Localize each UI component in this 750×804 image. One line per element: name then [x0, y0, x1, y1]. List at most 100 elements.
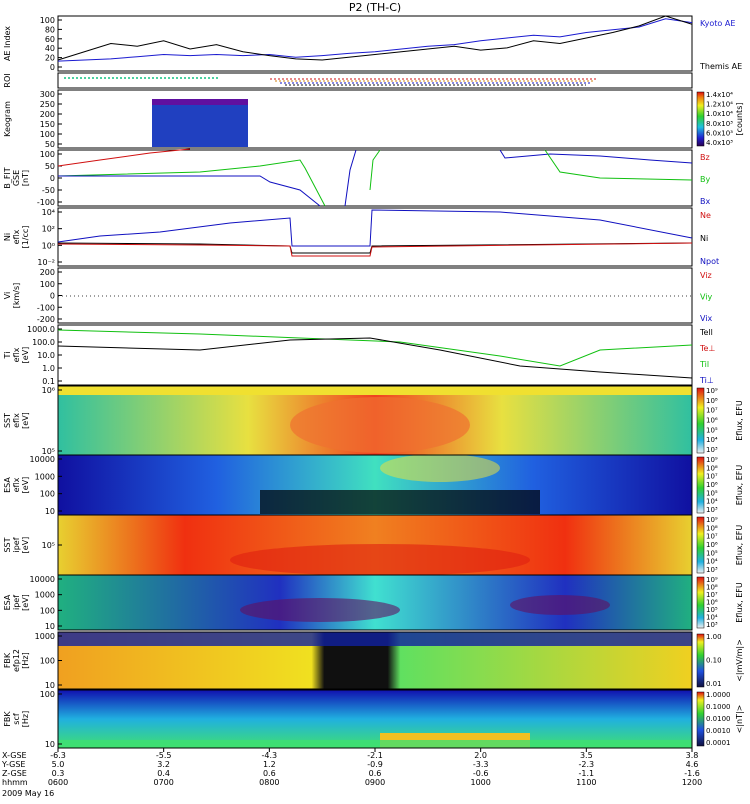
- y-axis-label: ESA: [3, 594, 12, 610]
- colorbar-tick-label: 8.0x10³: [706, 120, 733, 128]
- esa-ion-peak: [240, 598, 400, 622]
- y-tick-label: 1.0: [42, 364, 55, 373]
- fbk-b-spectrogram: [58, 690, 692, 748]
- colorbar-tick-label: 10⁸: [706, 397, 718, 405]
- legend-entry: Ti⊥: [699, 376, 714, 385]
- legend-entry: Bz: [700, 153, 710, 162]
- y-tick-label: 10⁰: [42, 241, 55, 250]
- y-tick-label: 1000.0: [27, 325, 55, 334]
- x-tick-label: -4.3: [262, 751, 278, 760]
- x-tick-label: -6.3: [50, 751, 66, 760]
- x-tick-label: 0700: [153, 778, 173, 787]
- x-tick-label: -0.9: [367, 760, 383, 769]
- bz-trace: [57, 148, 191, 167]
- x-axis-row-label: Y-GSE: [1, 760, 25, 769]
- keogram-top-band: [152, 99, 248, 105]
- y-tick-label: 10⁴: [42, 208, 55, 217]
- y-tick-label: 50: [45, 162, 55, 171]
- panel-esa_i: ESA ipef [eV] 10 100 1000 10000 10⁹10⁸10⁷10⁶10⁵…: [3, 574, 744, 631]
- colorbar: [696, 516, 705, 574]
- x-tick-label: 1.2: [263, 760, 276, 769]
- y-tick-label: 10: [45, 507, 55, 516]
- y-axis-label: FBK: [3, 652, 12, 668]
- colorbar-label: Eflux, EFU: [735, 465, 744, 506]
- y-axis-label: ROI: [3, 73, 12, 87]
- colorbar-tick-label: 0.0010: [706, 727, 731, 735]
- colorbar-tick-label: 10⁴: [706, 436, 718, 444]
- y-axis-label: eflx: [12, 413, 21, 428]
- colorbar-tick-label: 10⁸: [706, 524, 718, 532]
- panel-sst_i: SST ipef [eV] 10⁵10⁹10⁸10⁷10⁶10⁵10⁴10³Eflux…: [3, 514, 744, 576]
- x-tick-label: 1200: [682, 778, 702, 787]
- colorbar-tick-label: 10⁵: [706, 606, 718, 614]
- y-axis-label: [Hz]: [21, 711, 30, 727]
- x-tick-label: -1.1: [579, 769, 595, 778]
- x-tick-label: -1.6: [684, 769, 700, 778]
- x-tick-label: -0.6: [473, 769, 489, 778]
- panel-bfield: B_FIT GSE [nT] -100 -50 0 50 100 Bz By Bx: [3, 149, 710, 207]
- colorbar-label: <|nT|>: [735, 705, 744, 734]
- y-tick-label: 1000: [35, 591, 55, 600]
- by-trace: [57, 159, 326, 207]
- panel-velocity: Vi [km/s] -200 -100 0 100 200 Viz Viy Vix: [3, 267, 713, 324]
- plot-title: P2 (TH-C): [349, 1, 401, 14]
- x-axis-row-label: hhmm: [2, 778, 28, 787]
- y-axis-label: SST: [3, 537, 12, 552]
- y-tick-label: 100: [40, 280, 55, 289]
- colorbar: [696, 456, 705, 514]
- y-axis-label: eflx: [12, 229, 21, 244]
- colorbar-tick-label: 10³: [706, 446, 718, 454]
- panel-frame: [57, 207, 693, 267]
- y-tick-label: 0.1: [42, 377, 55, 386]
- colorbar-tick-label: 10⁶: [706, 599, 718, 607]
- fbk-b-bottom-band: [58, 740, 692, 748]
- y-axis-label: FBK: [3, 711, 12, 727]
- x-tick-label: 0.6: [369, 769, 382, 778]
- sst-electron-top-band: [58, 386, 692, 395]
- colorbar: [696, 576, 705, 629]
- y-axis-label: Ti: [3, 352, 12, 360]
- y-axis-label: efp12: [12, 649, 21, 672]
- x-axis-row-label: X-GSE: [2, 751, 27, 760]
- y-tick-label: 100: [40, 490, 55, 499]
- x-tick-label: 0.3: [52, 769, 65, 778]
- colorbar-tick-label: 1.0000: [706, 691, 731, 699]
- y-tick-label: 100: [40, 606, 55, 615]
- roi-bars: [64, 77, 598, 86]
- colorbar-tick-label: 10⁴: [706, 558, 718, 566]
- y-tick-label: 100: [40, 690, 55, 699]
- colorbar-tick-label: 10⁸: [706, 464, 718, 472]
- y-axis-label: [Hz]: [21, 652, 30, 668]
- x-tick-label: 0.4: [157, 769, 170, 778]
- colorbar-tick-label: 10⁹: [706, 387, 718, 395]
- footer-date: 2009 May 16: [2, 789, 54, 798]
- panel-frame: [57, 15, 693, 72]
- colorbar-tick-label: 10⁴: [706, 498, 718, 506]
- series-line: [57, 15, 693, 61]
- colorbar-tick-label: 6.0x10³: [706, 129, 733, 137]
- colorbar-tick-label: 10⁷: [706, 473, 718, 481]
- x-tick-label: 0800: [259, 778, 279, 787]
- colorbar-tick-label: 10⁷: [706, 591, 718, 599]
- x-tick-label: 0900: [365, 778, 385, 787]
- ti-trace: [57, 329, 693, 367]
- y-tick-label: 200: [40, 110, 55, 119]
- sst-electron-peak: [290, 397, 470, 453]
- y-axis-label: [eV]: [21, 594, 30, 611]
- y-tick-label: 10⁻²: [37, 258, 55, 267]
- x-tick-label: 3.8: [686, 751, 699, 760]
- y-tick-label: 0: [50, 63, 55, 72]
- panel-roi: ROI: [3, 72, 693, 89]
- y-tick-label: 10⁵: [42, 447, 55, 456]
- colorbar-tick-label: 4.0x10³: [706, 139, 733, 147]
- y-tick-label: 10000: [30, 455, 55, 464]
- colorbar-label: [counts]: [735, 103, 744, 136]
- panel-fbk_b: FBK scf [Hz] 10 100 1.0000 0.1000 0.0100 0.0010 0…: [3, 689, 744, 749]
- x-tick-label: -2.1: [367, 751, 383, 760]
- y-tick-label: 60: [45, 35, 55, 44]
- y-axis-label: Keogram: [3, 101, 12, 137]
- y-tick-label: 300: [40, 90, 55, 99]
